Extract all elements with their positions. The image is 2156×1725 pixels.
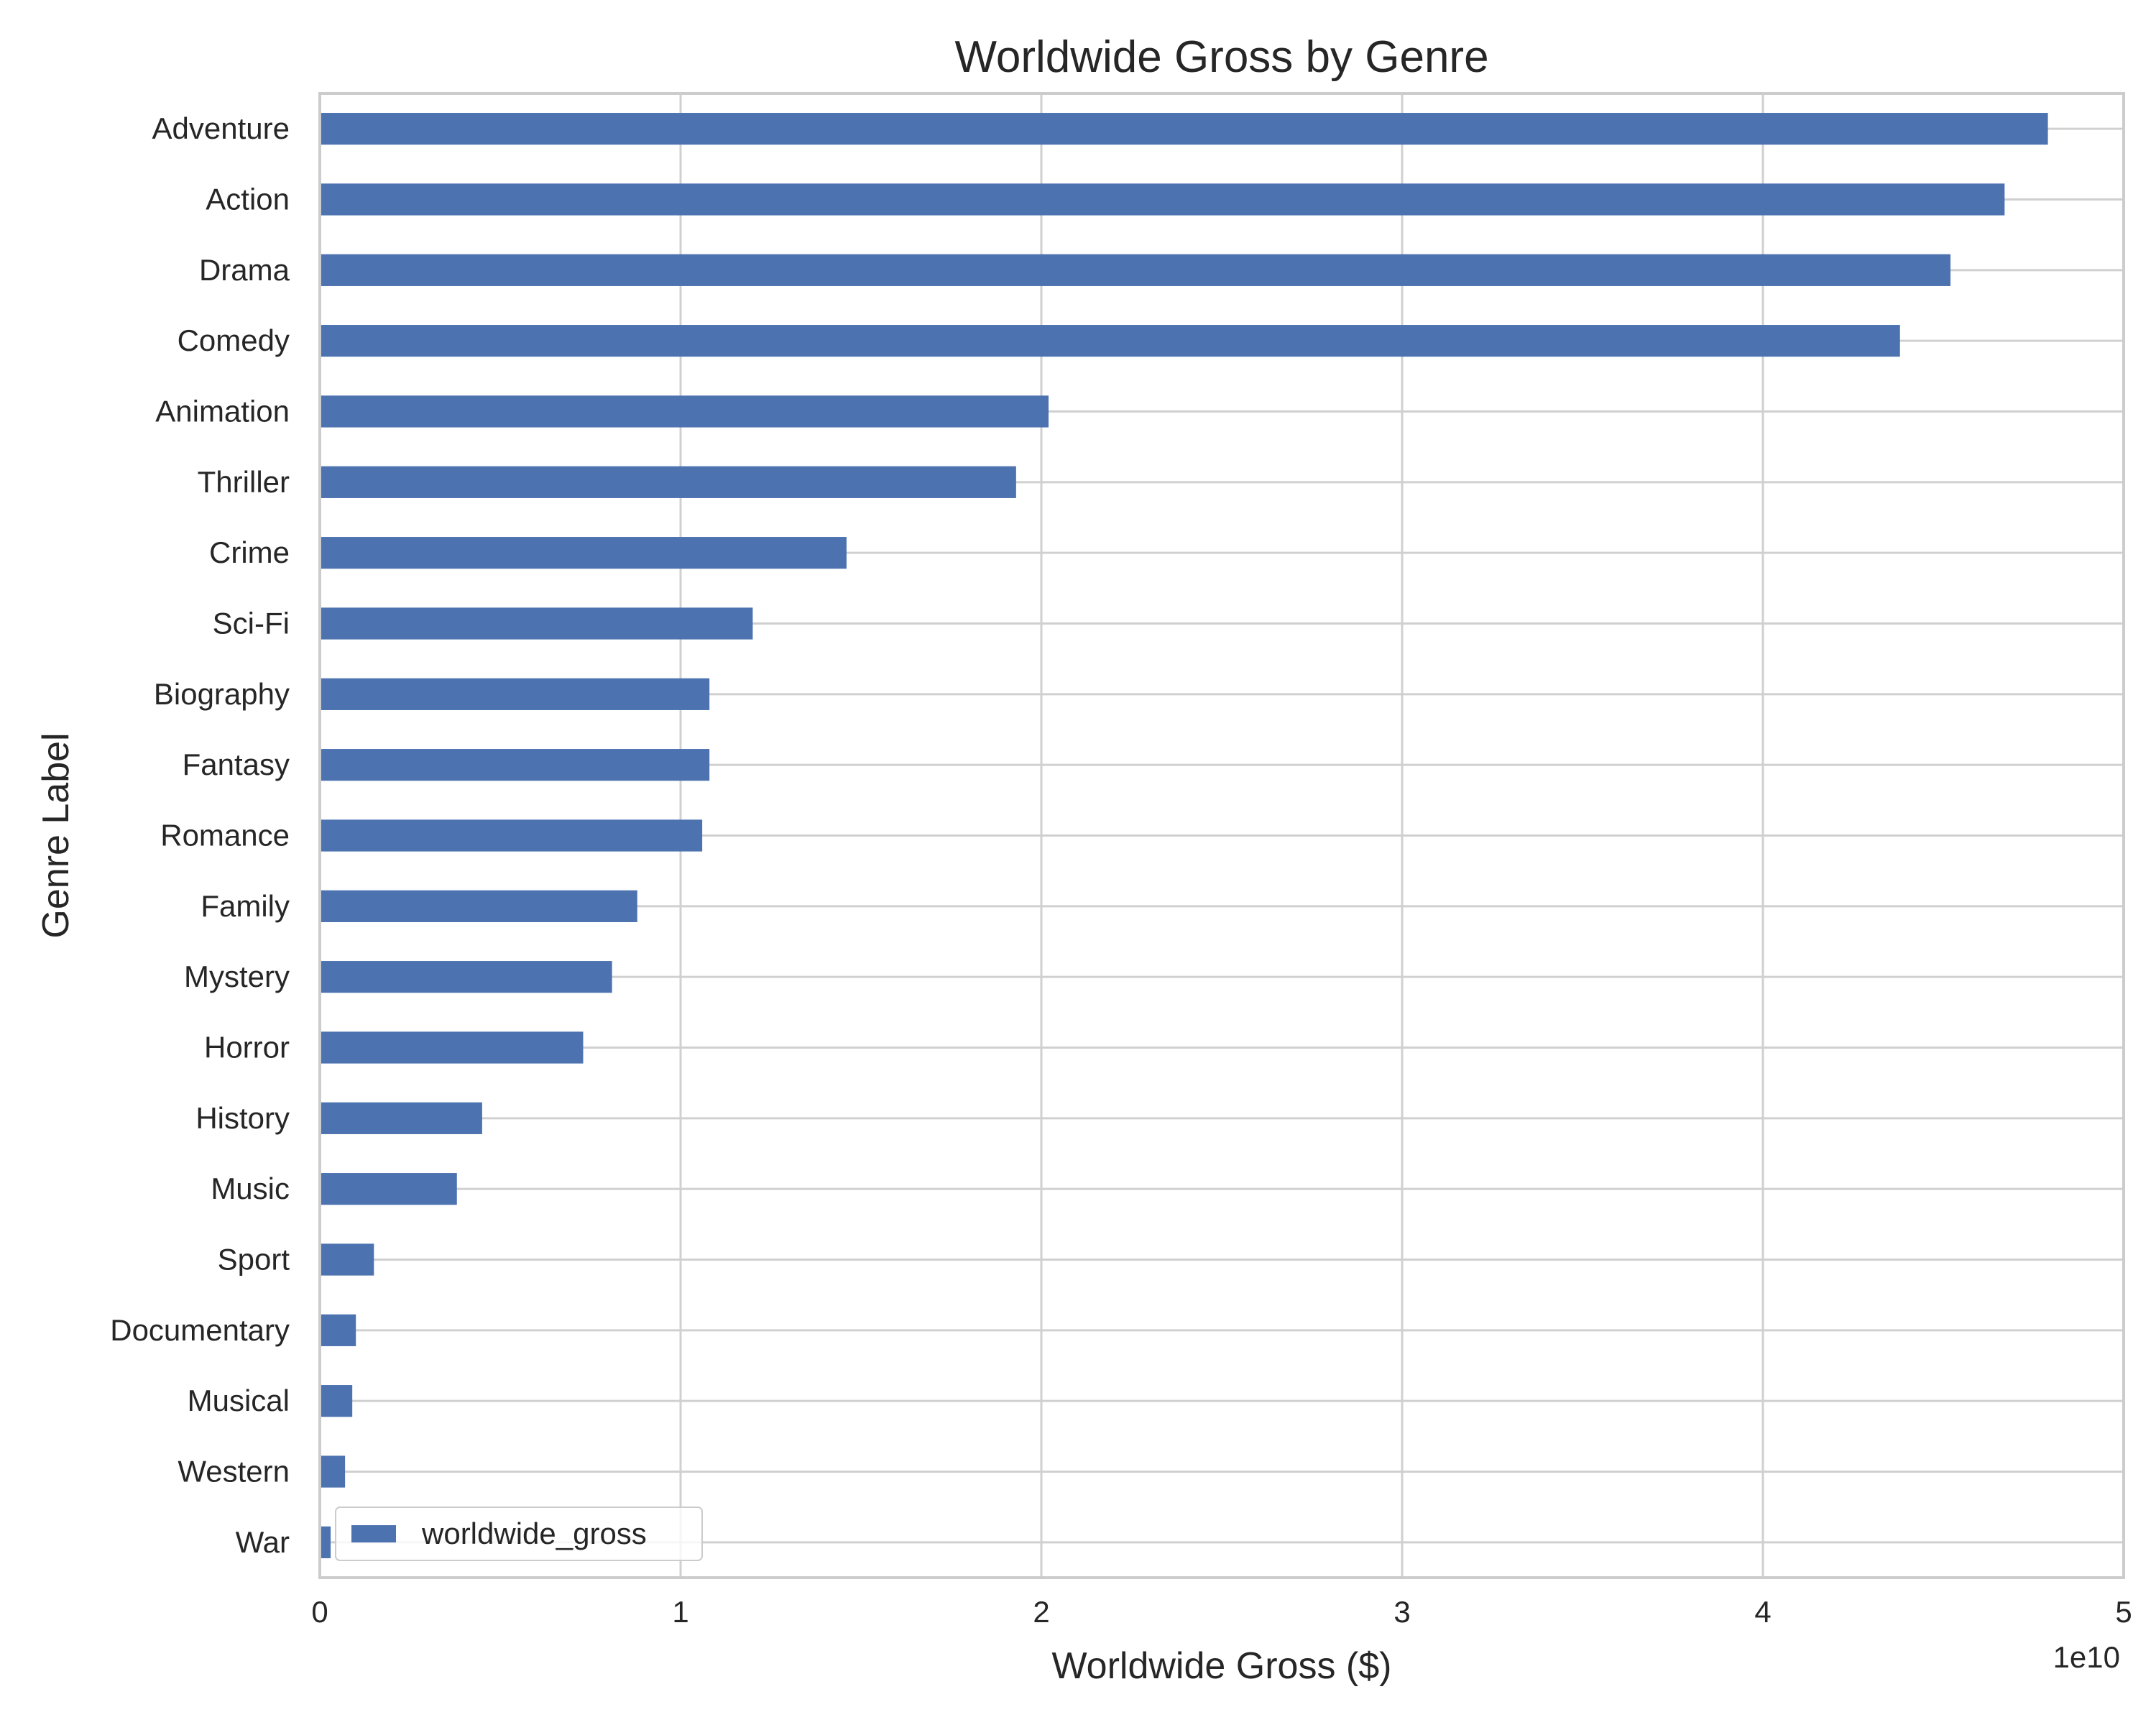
x-axis-tick-labels: 0 1 2 3 4 5 [311, 1595, 2132, 1629]
bar-fantasy [320, 749, 710, 781]
legend-swatch [351, 1525, 396, 1542]
y-axis-label: Genre Label [35, 732, 77, 938]
y-tick-label: Sci-Fi [213, 607, 290, 640]
y-axis-tick-labels: Adventure Action Drama Comedy Animation Thril… [110, 111, 290, 1559]
bar-animation [320, 395, 1049, 428]
bar-sci-fi [320, 607, 753, 640]
y-tick-label: Sport [218, 1243, 290, 1276]
bar-romance [320, 819, 703, 852]
bar-comedy [320, 325, 1900, 357]
x-tick-label: 0 [311, 1595, 328, 1629]
y-tick-label: Romance [160, 819, 290, 852]
bar-series [320, 113, 2048, 1558]
y-tick-label: Crime [209, 535, 290, 569]
bar-drama [320, 254, 1951, 286]
x-axis-scale-note: 1e10 [2053, 1640, 2120, 1674]
y-tick-label: Animation [155, 395, 290, 428]
bar-musical [320, 1385, 353, 1417]
y-tick-label: Comedy [178, 323, 290, 357]
y-tick-label: Biography [154, 677, 290, 711]
y-tick-label: Drama [199, 253, 290, 287]
y-tick-label: Family [201, 889, 290, 923]
x-tick-label: 4 [1754, 1595, 1771, 1629]
bar-action [320, 183, 2005, 216]
bar-horror [320, 1031, 584, 1064]
bar-history [320, 1102, 482, 1134]
x-axis-label: Worldwide Gross ($) [1052, 1645, 1392, 1687]
legend-frame [335, 1506, 703, 1561]
bar-crime [320, 537, 847, 569]
chart-title: Worldwide Gross by Genre [954, 32, 1488, 82]
bar-documentary [320, 1314, 356, 1346]
y-tick-label: Documentary [110, 1313, 290, 1347]
bar-mystery [320, 961, 612, 993]
y-tick-label: Thriller [198, 465, 290, 499]
bar-biography [320, 678, 710, 710]
bar-sport [320, 1243, 374, 1276]
x-tick-label: 3 [1393, 1595, 1410, 1629]
y-tick-label: Horror [204, 1031, 290, 1064]
y-tick-label: Mystery [184, 960, 290, 993]
y-tick-label: Music [211, 1172, 290, 1205]
legend: worldwide_gross [335, 1506, 703, 1561]
plot-frame [318, 92, 2125, 1579]
y-tick-label: War [236, 1525, 290, 1559]
x-tick-label: 5 [2115, 1595, 2132, 1629]
bar-thriller [320, 466, 1016, 498]
legend-label: worldwide_gross [421, 1517, 647, 1550]
y-tick-label: Western [178, 1455, 290, 1489]
y-tick-label: Musical [188, 1384, 290, 1417]
y-tick-label: History [195, 1101, 290, 1135]
bar-adventure [320, 113, 2048, 145]
y-tick-label: Action [206, 183, 290, 216]
x-tick-label: 2 [1033, 1595, 1049, 1629]
bar-western [320, 1455, 346, 1488]
bar-war [320, 1526, 331, 1558]
bar-family [320, 890, 637, 922]
y-tick-label: Adventure [152, 111, 290, 145]
bar-music [320, 1173, 457, 1205]
x-tick-label: 1 [672, 1595, 688, 1629]
y-tick-label: Fantasy [183, 748, 290, 781]
